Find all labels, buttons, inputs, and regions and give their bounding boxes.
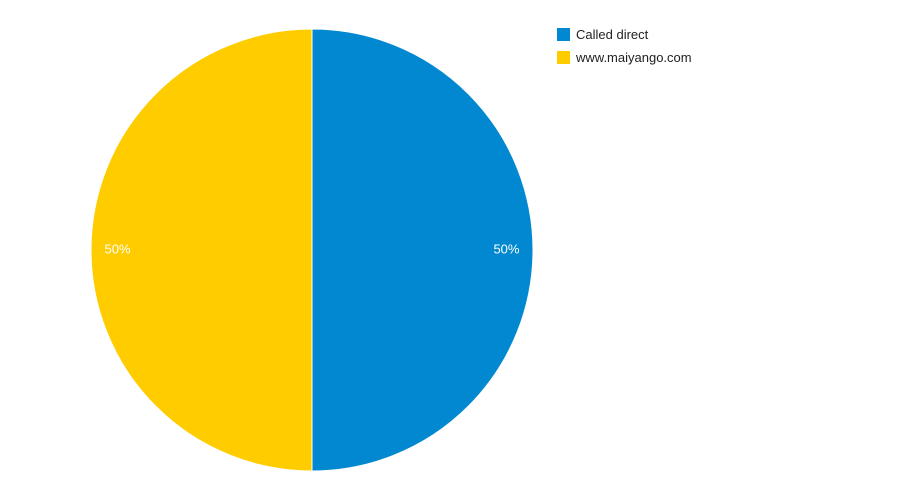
legend-swatch-maiyango [557, 51, 570, 64]
legend-label-called-direct: Called direct [576, 27, 649, 42]
pie-slice-maiyango[interactable] [90, 28, 313, 472]
legend-item-called-direct[interactable]: Called direct [557, 23, 692, 46]
legend-label-maiyango: www.maiyango.com [576, 50, 692, 65]
slice-label-maiyango: 50% [105, 241, 131, 256]
legend: Called direct www.maiyango.com [557, 23, 692, 69]
legend-swatch-called-direct [557, 28, 570, 41]
pie-slice-called-direct[interactable] [311, 28, 534, 472]
legend-item-maiyango[interactable]: www.maiyango.com [557, 46, 692, 69]
slice-label-called-direct: 50% [493, 241, 519, 256]
